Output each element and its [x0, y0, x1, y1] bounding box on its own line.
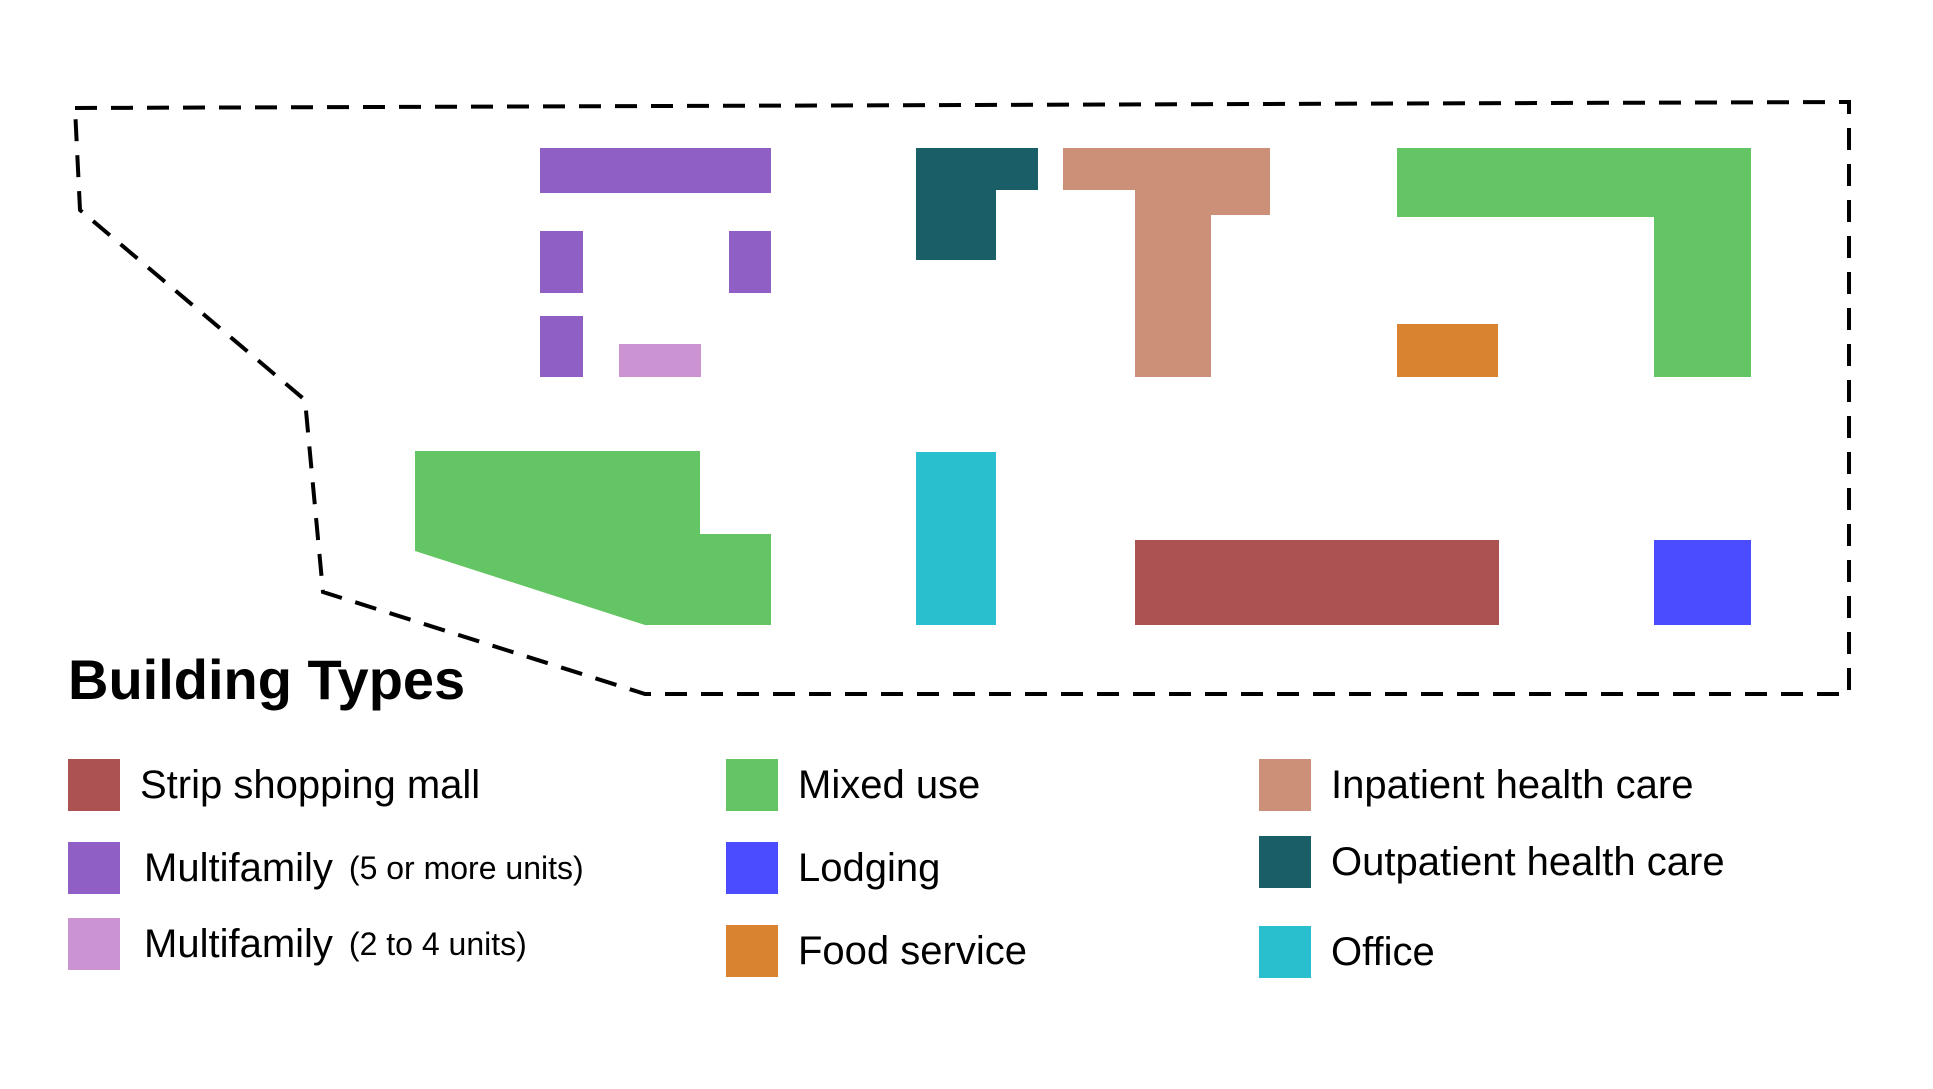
- legend-label: Lodging: [798, 846, 941, 890]
- building-strip-shopping-mall: [1135, 540, 1499, 625]
- building-multifamily-5-plus-top: [540, 148, 771, 193]
- building-multifamily-2-4: [619, 344, 701, 377]
- building-lodging: [1654, 540, 1751, 625]
- legend-label: Multifamily: [144, 846, 333, 890]
- legend-item-office: Office: [1259, 926, 1435, 978]
- legend-item-lodging: Lodging: [726, 842, 940, 894]
- legend-note: (5 or more units): [348, 850, 584, 886]
- legend-swatch-food-service: [726, 925, 778, 977]
- legend-swatch-lodging: [726, 842, 778, 894]
- legend-swatch-office: [1259, 926, 1311, 978]
- building-outpatient-health-care: [916, 148, 1038, 260]
- building-multifamily-5-plus-left-lower: [540, 316, 583, 377]
- legend-label: Multifamily: [144, 922, 333, 966]
- building-office: [916, 452, 996, 625]
- building-inpatient-health-care: [1063, 148, 1270, 377]
- legend-title: Building Types: [68, 648, 466, 711]
- legend-item-strip-shopping-mall: Strip shopping mall: [68, 759, 480, 811]
- building-food-service: [1397, 324, 1498, 377]
- legend-swatch-inpatient-health-care: [1259, 759, 1311, 811]
- building-mixed-use-southwest: [415, 451, 771, 625]
- legend-note: (2 to 4 units): [348, 926, 527, 962]
- legend-label: Office: [1331, 930, 1435, 974]
- legend-label: Mixed use: [798, 763, 981, 807]
- legend-label: Strip shopping mall: [140, 763, 481, 807]
- legend-swatch-mixed-use: [726, 759, 778, 811]
- legend-swatch-strip-shopping-mall: [68, 759, 120, 811]
- legend-item-outpatient-health-care: Outpatient health care: [1259, 836, 1725, 888]
- building-mixed-use-northeast: [1397, 148, 1751, 377]
- legend-item-multifamily-5-plus: Multifamily (5 or more units): [68, 842, 584, 894]
- building-multifamily-5-plus-left-upper: [540, 231, 583, 293]
- legend-label: Inpatient health care: [1331, 763, 1694, 807]
- legend-swatch-outpatient-health-care: [1259, 836, 1311, 888]
- legend-swatch-multifamily-5-plus: [68, 842, 120, 894]
- legend-item-mixed-use: Mixed use: [726, 759, 980, 811]
- site-boundary: [72, 99, 1851, 696]
- legend-label: Outpatient health care: [1331, 840, 1725, 884]
- legend-swatch-multifamily-2-4: [68, 918, 120, 970]
- legend-item-food-service: Food service: [726, 925, 1027, 977]
- legend-item-multifamily-2-4: Multifamily (2 to 4 units): [68, 918, 527, 970]
- building-multifamily-5-plus-right: [729, 231, 771, 293]
- legend-item-inpatient-health-care: Inpatient health care: [1259, 759, 1693, 811]
- legend-label: Food service: [798, 929, 1027, 973]
